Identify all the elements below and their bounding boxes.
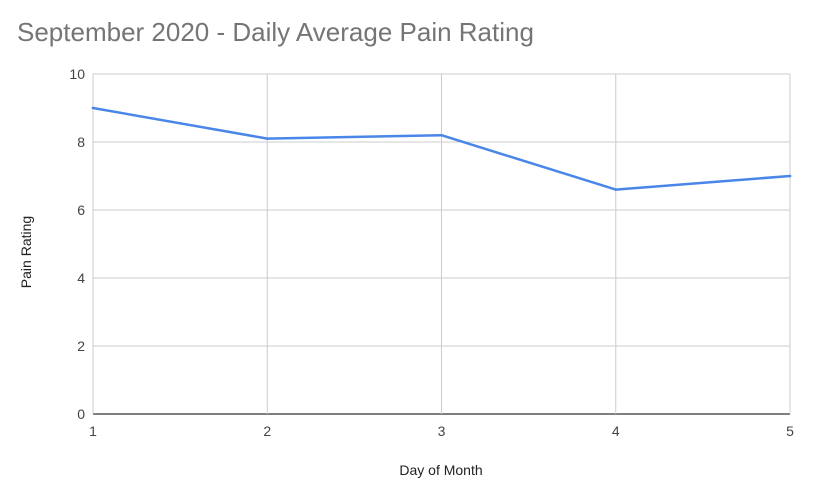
chart-title: September 2020 - Daily Average Pain Rati… <box>17 17 534 47</box>
gridlines <box>92 73 791 415</box>
x-tick-label: 4 <box>612 423 620 439</box>
y-tick-label: 4 <box>77 270 85 286</box>
data-point <box>788 174 792 178</box>
y-tick-label: 10 <box>69 66 85 82</box>
x-axis-title: Day of Month <box>399 462 483 478</box>
series-layer <box>91 106 792 191</box>
x-tick-label: 5 <box>786 423 794 439</box>
data-point <box>91 106 95 110</box>
x-tick-label: 1 <box>89 423 97 439</box>
y-tick-label: 2 <box>77 338 85 354</box>
y-tick-label: 0 <box>77 406 85 422</box>
y-tick-label: 8 <box>77 134 85 150</box>
y-tick-label: 6 <box>77 202 85 218</box>
x-tick-label: 3 <box>438 423 446 439</box>
data-point <box>265 137 269 140</box>
data-point <box>614 188 618 191</box>
x-tick-label: 2 <box>263 423 271 439</box>
data-point <box>440 133 443 137</box>
